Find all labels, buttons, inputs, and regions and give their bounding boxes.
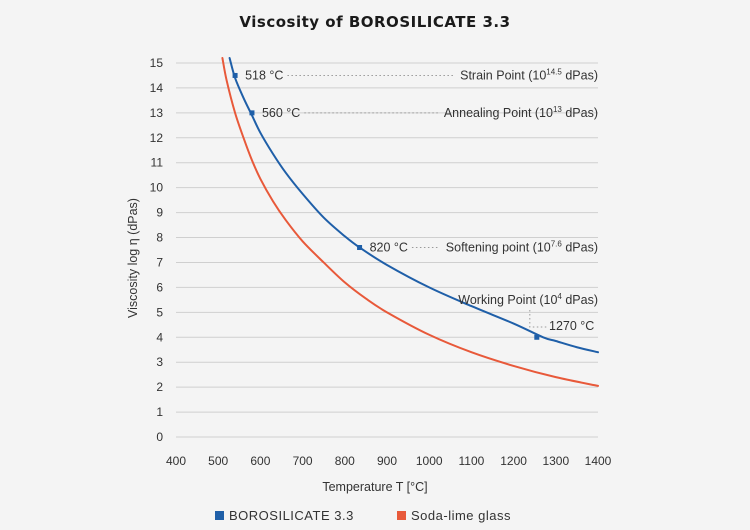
y-tick-label: 3 xyxy=(156,355,163,369)
data-point-marker xyxy=(534,334,540,340)
y-tick-label: 10 xyxy=(150,181,164,195)
legend-item-borosilicate: BOROSILICATE 3.3 xyxy=(215,508,354,523)
x-tick-label: 400 xyxy=(166,454,186,468)
y-tick-label: 1 xyxy=(156,405,163,419)
y-tick-label: 12 xyxy=(150,131,164,145)
series-soda-lime-line xyxy=(221,57,599,387)
x-tick-label: 1200 xyxy=(500,454,527,468)
y-tick-label: 14 xyxy=(150,81,164,95)
annotation-temp-label: 518 °C xyxy=(245,68,283,82)
x-tick-label: 700 xyxy=(293,454,313,468)
y-tick-label: 9 xyxy=(156,206,163,220)
annotation-working: Working Point (104 dPas) 1270 °C xyxy=(458,292,598,340)
x-tick-label: 1100 xyxy=(458,454,484,468)
series-borosilicate-line xyxy=(228,57,599,354)
x-tick-label: 1400 xyxy=(585,454,612,468)
annotation-strain: 518 °C Strain Point (1014.5 dPas) xyxy=(232,67,598,82)
annotation-softening: 820 °C Softening point (107.6 dPas) xyxy=(357,240,598,255)
y-tick-label: 13 xyxy=(150,106,164,120)
data-point-marker xyxy=(357,245,363,251)
legend-swatch xyxy=(215,511,224,520)
x-axis-label: Temperature T [°C] xyxy=(322,480,427,494)
annotation-text: Strain Point (1014.5 dPas) xyxy=(460,67,598,82)
annotation-text: Softening point (107.6 dPas) xyxy=(446,240,598,255)
y-tick-label: 0 xyxy=(156,430,163,444)
annotation-temp-label: 1270 °C xyxy=(549,319,594,333)
x-tick-label: 500 xyxy=(208,454,228,468)
y-tick-label: 5 xyxy=(156,305,163,319)
x-tick-label: 1300 xyxy=(542,454,569,468)
y-tick-label: 2 xyxy=(156,380,163,394)
legend-label: Soda-lime glass xyxy=(411,508,511,523)
annotation-temp-label: 560 °C xyxy=(262,106,300,120)
annotation-text: Annealing Point (1013 dPas) xyxy=(444,105,598,120)
y-tick-label: 6 xyxy=(156,280,163,294)
y-tick-label: 11 xyxy=(151,156,164,170)
annotations: 518 °C Strain Point (1014.5 dPas) 560 °C An… xyxy=(232,67,598,340)
chart-title: Viscosity of BOROSILICATE 3.3 xyxy=(239,13,510,31)
data-point-marker xyxy=(232,72,238,78)
y-tick-label: 4 xyxy=(156,330,163,344)
annotation-annealing: 560 °C Annealing Point (1013 dPas) xyxy=(249,105,598,120)
x-tick-label: 1000 xyxy=(416,454,443,468)
y-tick-label: 7 xyxy=(156,255,163,269)
x-tick-label: 800 xyxy=(335,454,355,468)
leader-line xyxy=(529,310,548,328)
y-tick-label: 8 xyxy=(156,231,163,245)
y-axis-label: Viscosity log η (dPas) xyxy=(126,198,140,318)
annotation-temp-label: 820 °C xyxy=(370,241,408,255)
legend-item-soda-lime: Soda-lime glass xyxy=(397,508,511,523)
legend-label: BOROSILICATE 3.3 xyxy=(229,508,354,523)
legend-swatch xyxy=(397,511,406,520)
legend: BOROSILICATE 3.3 Soda-lime glass xyxy=(215,508,511,523)
x-tick-label: 600 xyxy=(250,454,270,468)
x-tick-label: 900 xyxy=(377,454,397,468)
data-point-marker xyxy=(249,110,255,116)
annotation-text: Working Point (104 dPas) xyxy=(458,292,598,307)
y-tick-label: 15 xyxy=(150,56,164,70)
